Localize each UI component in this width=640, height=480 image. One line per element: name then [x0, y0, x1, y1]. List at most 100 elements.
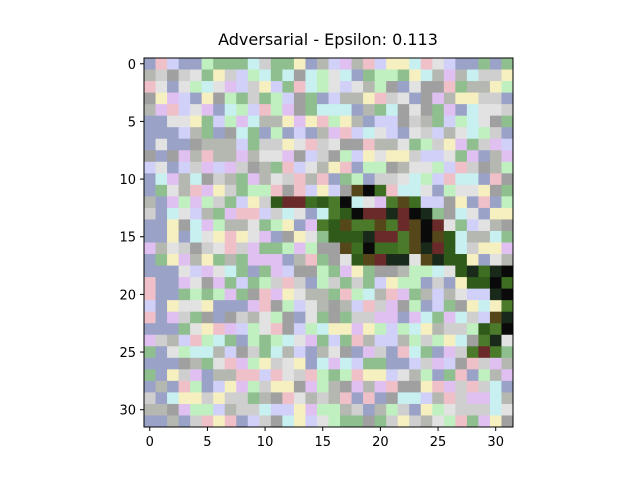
pixel-cell	[270, 150, 283, 163]
pixel-cell	[224, 81, 237, 93]
pixel-cell	[489, 138, 502, 151]
pixel-cell	[363, 173, 376, 186]
pixel-cell	[144, 69, 156, 82]
pixel-cell	[190, 323, 203, 336]
pixel-cell	[374, 219, 387, 232]
pixel-cell	[178, 69, 191, 82]
pixel-cell	[155, 357, 168, 370]
pixel-cell	[155, 288, 168, 301]
pixel-cell	[489, 219, 502, 232]
pixel-cell	[420, 138, 433, 151]
pixel-cell	[259, 357, 272, 370]
pixel-cell	[386, 392, 399, 405]
pixel-cell	[397, 242, 410, 255]
pixel-cell	[340, 392, 352, 405]
pixel-cell	[270, 58, 283, 70]
pixel-cell	[340, 300, 352, 313]
pixel-cell	[155, 138, 168, 151]
pixel-cell	[236, 288, 249, 301]
pixel-cell	[455, 415, 468, 428]
pixel-cell	[282, 346, 295, 359]
pixel-cell	[455, 334, 468, 347]
pixel-cell	[386, 150, 399, 163]
pixel-cell	[432, 242, 445, 255]
pixel-cell	[270, 392, 283, 405]
pixel-cell	[397, 369, 410, 382]
pixel-cell	[155, 323, 168, 336]
pixel-cell	[316, 207, 329, 220]
pixel-cell	[144, 392, 156, 405]
pixel-cell	[224, 369, 237, 382]
pixel-cell	[328, 323, 341, 336]
pixel-cell	[443, 392, 456, 405]
pixel-cell	[420, 196, 433, 209]
pixel-cell	[501, 207, 514, 220]
pixel-cell	[178, 92, 191, 105]
pixel-cell	[420, 127, 433, 140]
x-axis-ticks: 0 5 10 15 20 25 30	[146, 427, 504, 450]
pixel-cell	[236, 69, 249, 82]
pixel-cell	[397, 219, 410, 232]
pixel-cell	[489, 184, 502, 197]
pixel-cell	[455, 311, 468, 324]
pixel-cell	[351, 104, 364, 117]
pixel-cell	[351, 323, 364, 336]
pixel-cell	[190, 311, 203, 324]
pixel-cell	[489, 357, 502, 370]
pixel-cell	[247, 173, 260, 186]
pixel-cell	[201, 196, 214, 209]
pixel-cell	[420, 81, 433, 93]
pixel-cell	[420, 369, 433, 382]
x-tick-label: 5	[203, 435, 211, 450]
pixel-cell	[305, 58, 318, 70]
pixel-cell	[478, 81, 491, 93]
pixel-cell	[259, 115, 272, 128]
pixel-cell	[282, 81, 295, 93]
pixel-grid	[144, 58, 514, 428]
pixel-cell	[213, 300, 226, 313]
pixel-cell	[236, 150, 249, 163]
pixel-cell	[144, 196, 156, 209]
pixel-cell	[340, 127, 352, 140]
pixel-cell	[420, 242, 433, 255]
pixel-cell	[328, 81, 341, 93]
pixel-cell	[316, 161, 329, 174]
pixel-cell	[409, 369, 422, 382]
pixel-cell	[224, 207, 237, 220]
pixel-cell	[259, 311, 272, 324]
pixel-cell	[167, 300, 179, 313]
pixel-cell	[293, 300, 306, 313]
pixel-cell	[443, 58, 456, 70]
pixel-cell	[270, 196, 283, 209]
pixel-cell	[247, 138, 260, 151]
pixel-cell	[386, 173, 399, 186]
pixel-cell	[201, 265, 214, 278]
pixel-cell	[351, 277, 364, 290]
pixel-cell	[270, 265, 283, 278]
pixel-cell	[363, 104, 376, 117]
pixel-cell	[466, 357, 479, 370]
pixel-cell	[351, 254, 364, 266]
pixel-cell	[282, 357, 295, 370]
pixel-cell	[328, 173, 341, 186]
pixel-cell	[316, 219, 329, 232]
pixel-cell	[478, 334, 491, 347]
pixel-cell	[144, 207, 156, 220]
pixel-cell	[178, 392, 191, 405]
pixel-cell	[432, 184, 445, 197]
pixel-cell	[409, 392, 422, 405]
pixel-cell	[409, 150, 422, 163]
pixel-cell	[363, 81, 376, 93]
pixel-cell	[155, 127, 168, 140]
pixel-cell	[316, 265, 329, 278]
pixel-cell	[432, 415, 445, 428]
pixel-cell	[466, 415, 479, 428]
pixel-cell	[213, 369, 226, 382]
pixel-cell	[386, 196, 399, 209]
pixel-cell	[340, 265, 352, 278]
pixel-cell	[305, 323, 318, 336]
pixel-cell	[478, 196, 491, 209]
pixel-cell	[466, 184, 479, 197]
pixel-cell	[305, 230, 318, 243]
pixel-cell	[144, 288, 156, 301]
